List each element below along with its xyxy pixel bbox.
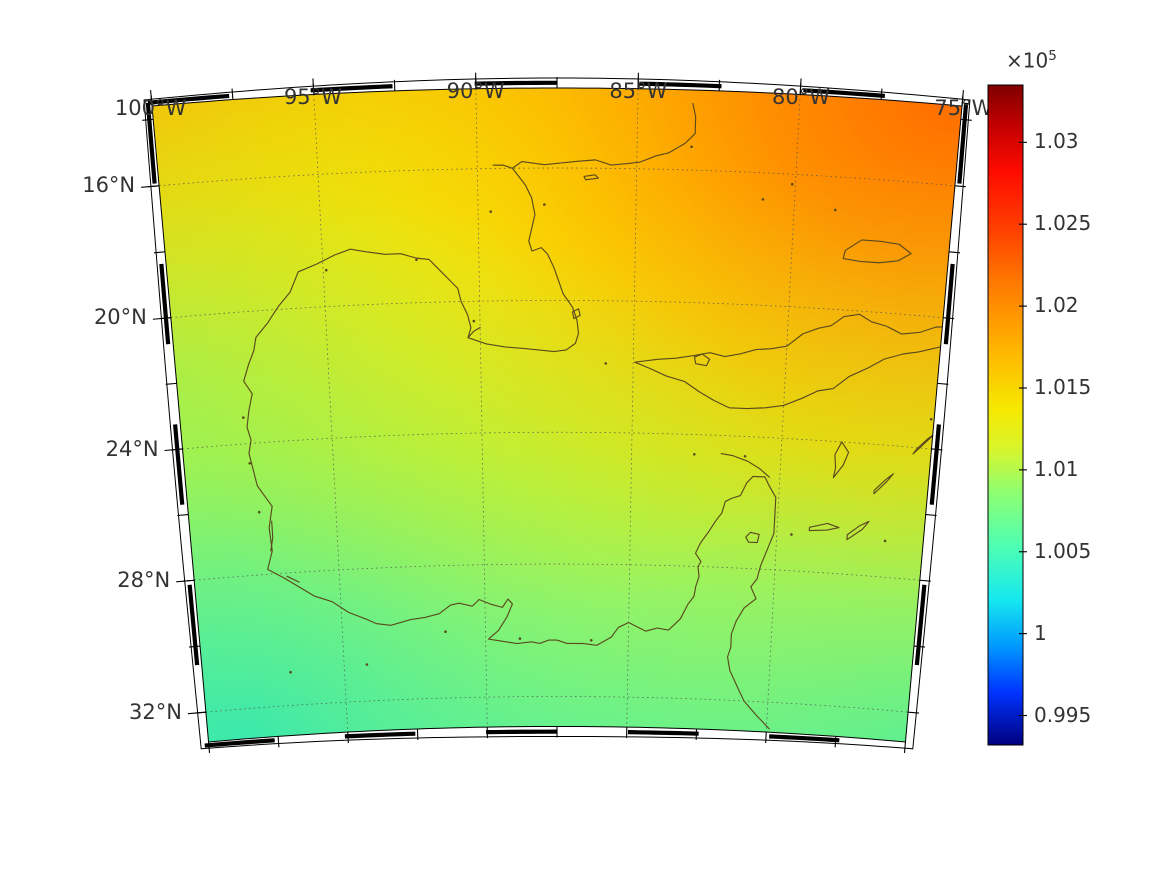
axis-ticks [141,72,972,754]
longitude-tick-label: 85°W [609,78,668,103]
colorbar-tick-label: 1.025 [1034,211,1092,236]
latitude-tick-label: 20°N [93,305,147,330]
colorbar-tick-label: 1.01 [1034,456,1079,481]
colorbar-tick-label: 1 [1034,620,1047,645]
latitude-tick-label: 16°N [82,173,136,198]
latitude-tick-label: 28°N [117,567,171,592]
colorbar-tick-label: 1.005 [1034,538,1092,563]
colorbar-tick-label: 1.015 [1034,374,1092,399]
longitude-tick-label: 95°W [283,84,342,109]
colorbar-tick-label: 0.995 [1034,702,1092,727]
map-frame [143,77,971,750]
colorbar-offset-exponent: 5 [1048,48,1057,64]
colorbar-offset-text: ×105 [1006,48,1057,73]
pressure-field [152,88,962,742]
longitude-tick-label: 90°W [446,78,505,103]
longitude-tick-label: 100°W [114,96,187,121]
latitude-tick-label: 24°N [105,436,159,461]
colorbar-tick-label: 1.03 [1034,129,1079,154]
longitude-tick-label: 75°W [934,96,993,121]
colorbar-tick-label: 1.02 [1034,293,1079,318]
colorbar-offset-base: ×10 [1006,48,1049,73]
longitude-tick-label: 80°W [772,84,831,109]
latitude-tick-label: 32°N [129,699,182,724]
coastlines [242,102,962,730]
